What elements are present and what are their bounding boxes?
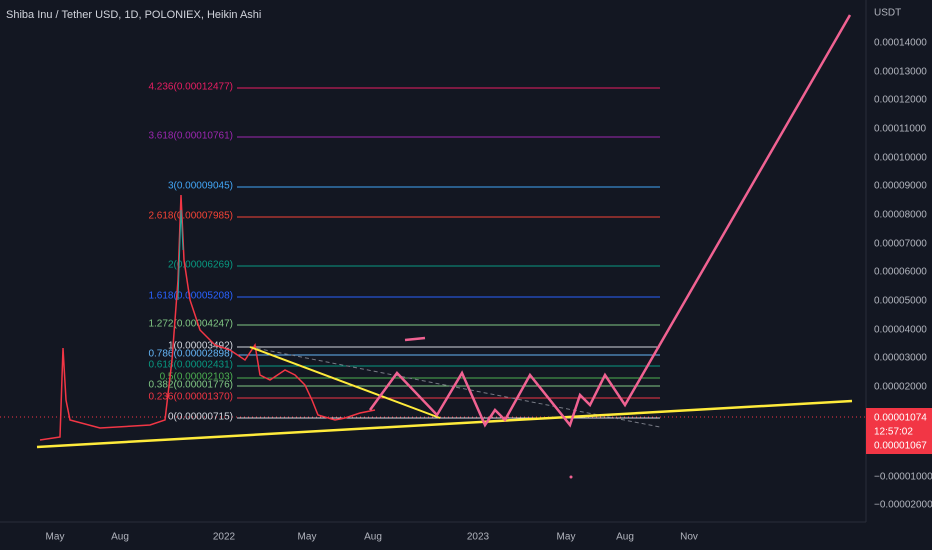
- time-axis-label: 2022: [213, 532, 236, 543]
- resistance-line: [249, 346, 441, 419]
- price-tag: [866, 408, 932, 454]
- drawing-mark: [404, 336, 426, 342]
- price-axis-label: 0.00013000: [874, 67, 927, 78]
- price-series-up: [177, 209, 184, 301]
- fib-level-label: 1.272(0.00004247): [148, 319, 233, 330]
- time-axis-label: May: [298, 532, 317, 543]
- fib-level-label: 1(0.00003492): [168, 341, 233, 352]
- price-axis-label: 0.00014000: [874, 38, 927, 49]
- price-series: [39, 194, 376, 441]
- time-axis-label: Nov: [680, 532, 698, 543]
- time-axis-label: 2023: [467, 532, 490, 543]
- price-axis: 0.00014000 0.00013000 0.00012000 0.00011000…: [874, 38, 932, 511]
- chart-title: Shiba Inu / Tether USD, 1D, POLONIEX, He…: [6, 9, 261, 21]
- price-axis-label: 0.00004000: [874, 325, 927, 336]
- time-axis: May Aug 2022 May Aug 2023 May Aug Nov: [46, 532, 698, 543]
- price-tag-label: 12:57:02: [874, 427, 913, 438]
- currency-label: USDT: [874, 8, 901, 19]
- fib-level-label: 3.618(0.00010761): [148, 131, 233, 142]
- price-axis-label: 0.00002000: [874, 382, 927, 393]
- price-tag-label: 0.00001067: [874, 441, 927, 452]
- time-axis-label: Aug: [111, 532, 129, 543]
- fib-level-label: 3(0.00009045): [168, 181, 233, 192]
- drawing-dot: [569, 475, 573, 479]
- fib-level-label: 2(0.00006269): [168, 260, 233, 271]
- fib-level-label: 0.618(0.00002431): [148, 360, 233, 371]
- time-axis-label: May: [557, 532, 576, 543]
- support-line: [36, 399, 853, 449]
- projection-path: [368, 14, 852, 428]
- fib-level-label: 0.5(0.00002103): [160, 372, 233, 383]
- fib-level-label: 0.786(0.00002898): [148, 349, 233, 360]
- price-axis-label: 0.00011000: [874, 124, 927, 135]
- fib-level-label: 0.382(0.00001776): [148, 380, 233, 391]
- price-axis-label: 0.00012000: [874, 95, 927, 106]
- price-axis-label: 0.00009000: [874, 181, 927, 192]
- time-axis-label: May: [46, 532, 65, 543]
- fib-level-label: 4.236(0.00012477): [148, 82, 233, 93]
- price-axis-label: 0.00008000: [874, 210, 927, 221]
- price-axis-label: 0.00003000: [874, 353, 927, 364]
- fib-level-label: 0(0.00000715): [168, 412, 233, 423]
- fib-level-label: 2.618(0.00007985): [148, 211, 233, 222]
- fib-level-label: 1.618(0.00005208): [148, 291, 233, 302]
- fib-retracement: 4.236(0.00012477) 3.618(0.00010761) 3(0.00…: [148, 82, 660, 423]
- price-axis-label: 0.00006000: [874, 267, 927, 278]
- price-axis-label: 0.00007000: [874, 239, 927, 250]
- price-tag-label: 0.00001074: [874, 413, 927, 424]
- time-axis-label: Aug: [364, 532, 382, 543]
- price-axis-label: −0.00001000: [874, 472, 932, 483]
- fib-level-label: 0.236(0.00001370): [148, 392, 233, 403]
- price-axis-label: 0.00010000: [874, 153, 927, 164]
- time-axis-label: Aug: [616, 532, 634, 543]
- price-axis-label: −0.00002000: [874, 500, 932, 511]
- price-axis-label: 0.00005000: [874, 296, 927, 307]
